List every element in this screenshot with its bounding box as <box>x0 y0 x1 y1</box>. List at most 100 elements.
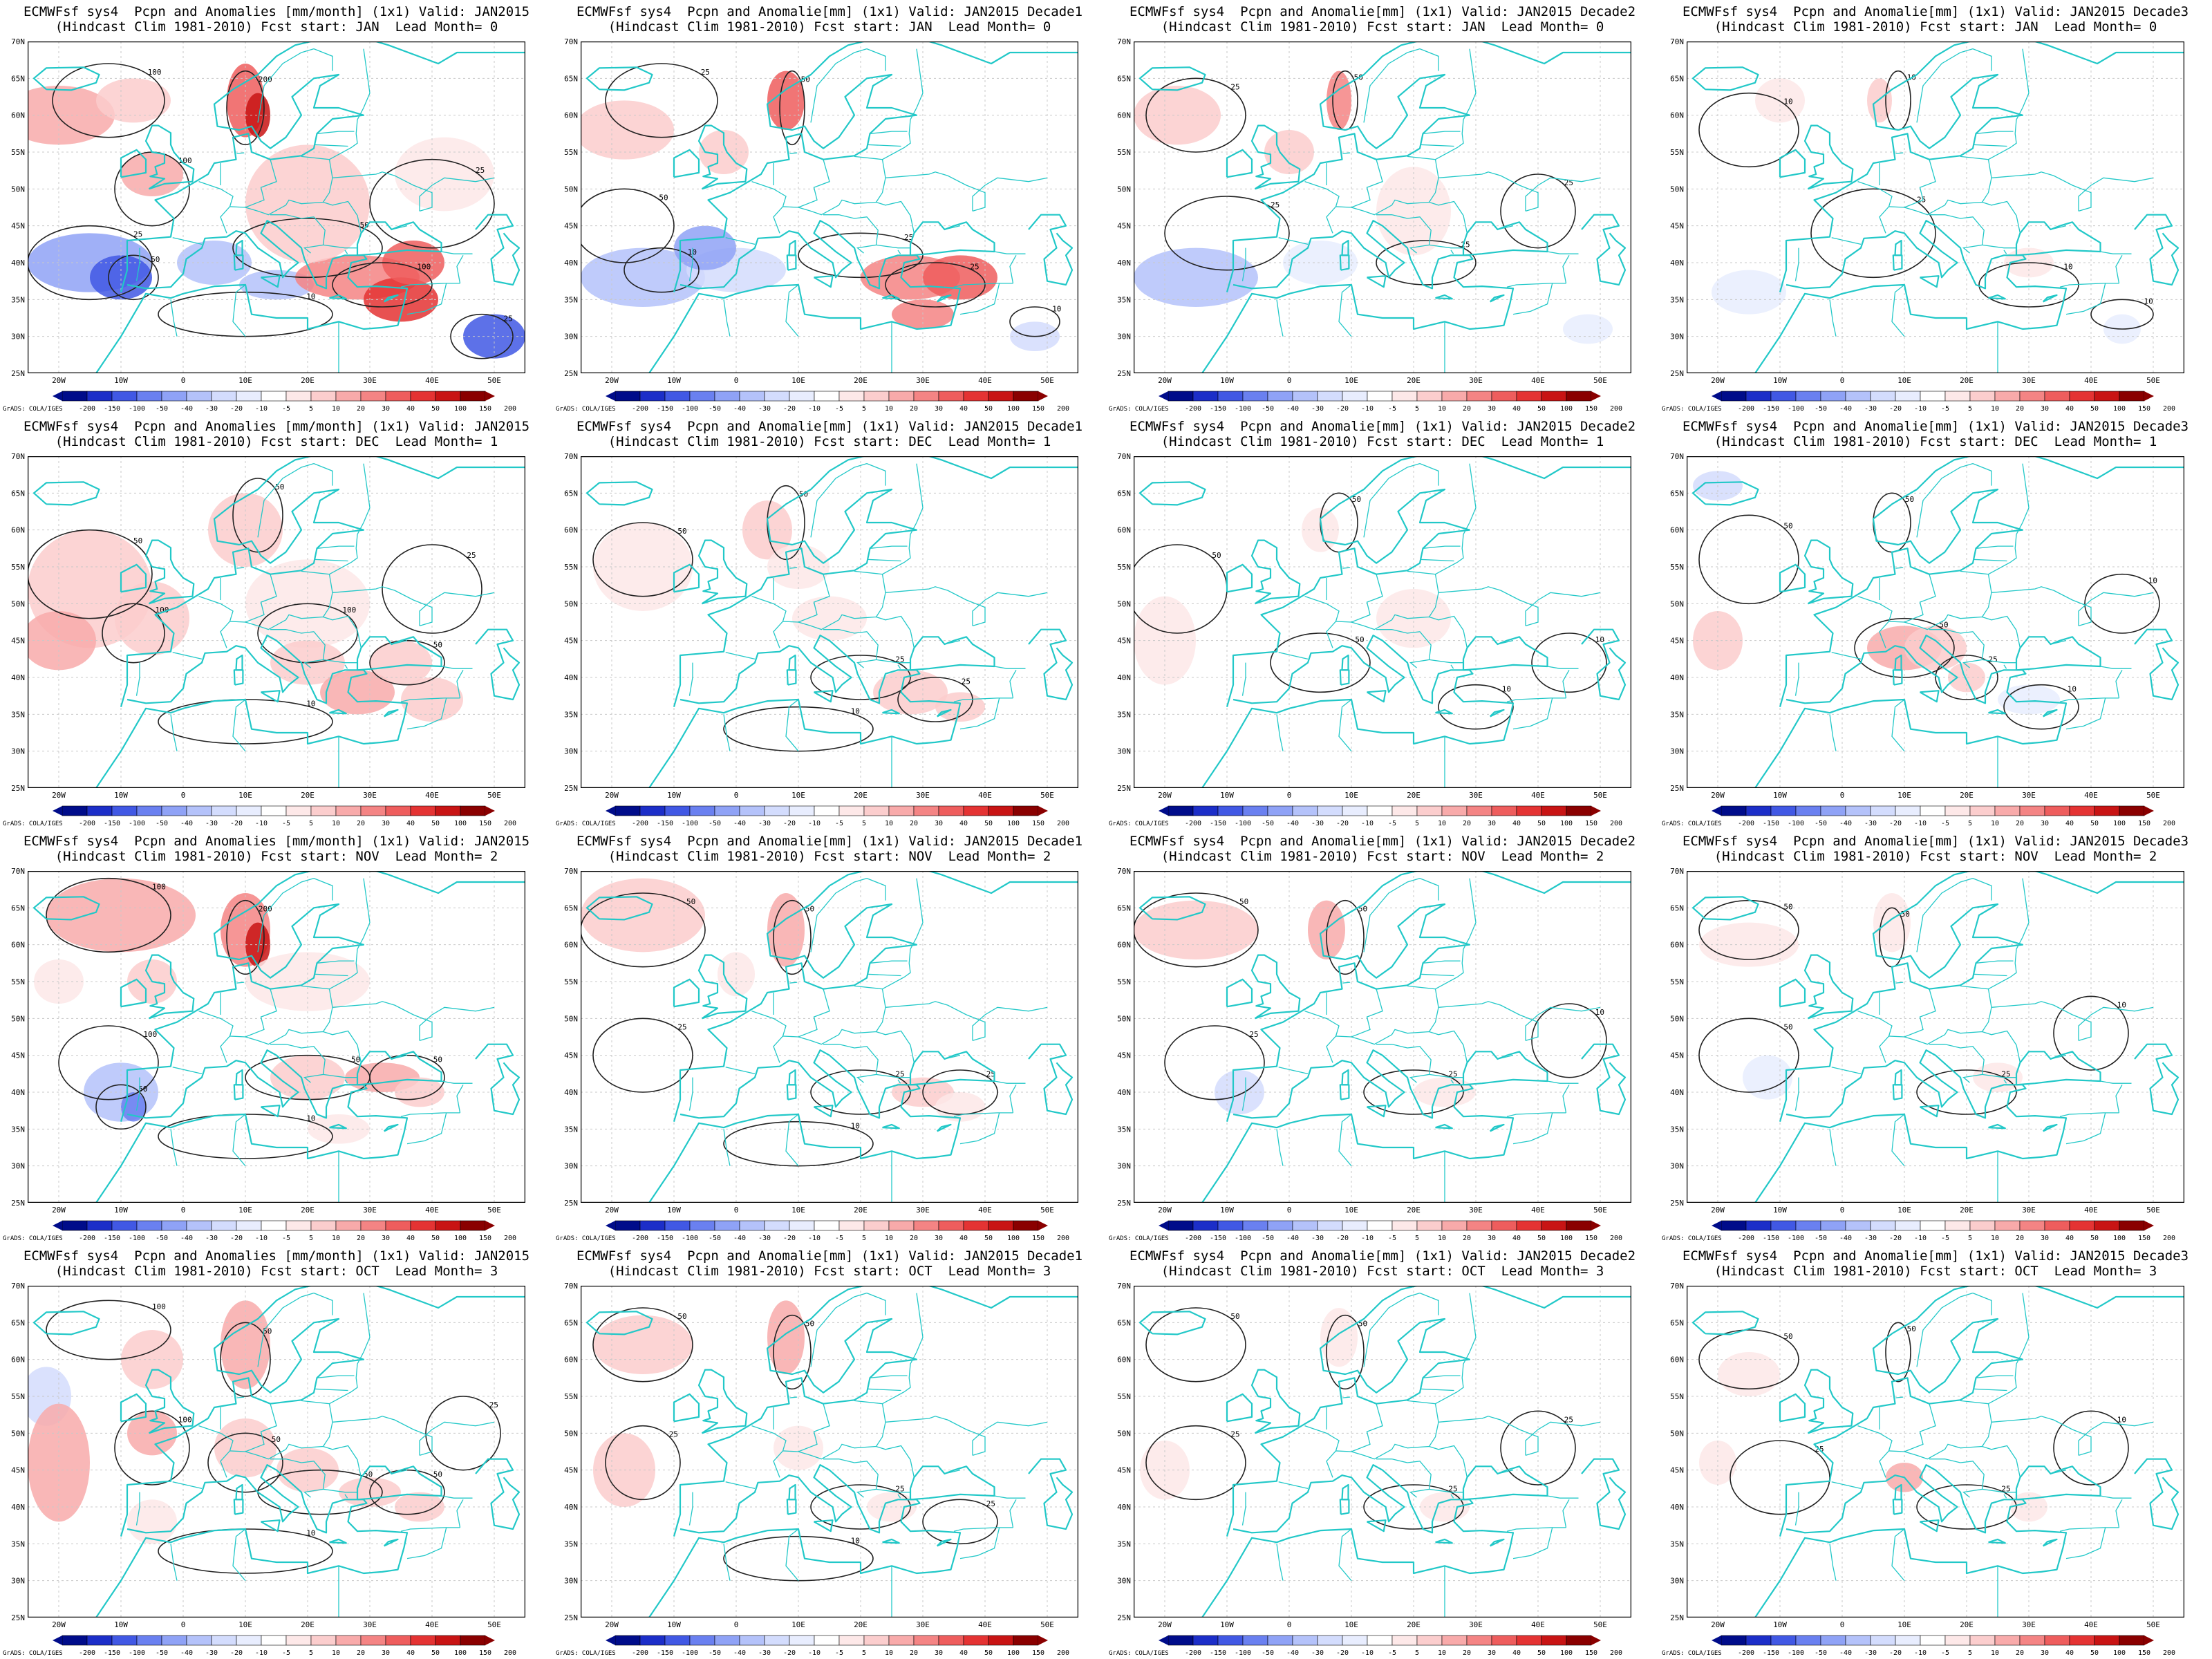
lon-tick-label: 40E <box>1531 1620 1545 1629</box>
colorbar-arrow-left <box>606 391 615 401</box>
country-border <box>441 666 473 669</box>
coastline <box>1988 294 2006 300</box>
forecast-panel: ECMWFsf sys4 Pcpn and Anomalie[mm] (1x1)… <box>1659 830 2212 1244</box>
colorbar-label: 20 <box>1463 1649 1471 1657</box>
colorbar-swatch <box>789 1220 815 1231</box>
country-border <box>1506 697 1566 702</box>
colorbar: -200 -150 -100 -50 -40 -30 -20 -10 -5 5 10 20 30 40 50… <box>3 1220 516 1242</box>
coastline <box>1919 275 1940 288</box>
panel-title-line2: (Hindcast Clim 1981-2010) Fcst start: JA… <box>1161 19 1604 35</box>
lat-tick-label: 40N <box>1117 1088 1131 1097</box>
lat-tick-label: 55N <box>564 977 578 986</box>
coastline <box>813 275 834 288</box>
country-border <box>232 1528 246 1582</box>
country-border <box>897 664 901 669</box>
country-border <box>317 960 355 964</box>
colorbar-swatch <box>1969 805 1996 816</box>
anomaly-patch <box>774 1425 823 1470</box>
country-border <box>419 1006 495 1041</box>
lat-tick-label: 50N <box>1670 1014 1684 1023</box>
colorbar-swatch <box>86 391 113 402</box>
country-border <box>323 1488 357 1493</box>
coastline <box>2015 636 2101 671</box>
country-border <box>1525 177 1601 212</box>
colorbar-label: 100 <box>1007 405 1020 413</box>
country-border <box>229 1403 277 1452</box>
colorbar-swatch <box>161 391 187 402</box>
contour-line <box>581 892 706 968</box>
country-border <box>1829 1129 1837 1166</box>
contour-line <box>1363 1069 1464 1115</box>
contour-line <box>1698 92 1799 168</box>
colorbar-label: -30 <box>1311 1235 1324 1242</box>
lat-tick-label: 45N <box>564 1051 578 1060</box>
colorbar-swatch <box>938 391 964 402</box>
country-border <box>1450 1494 1454 1499</box>
colorbar-label: -30 <box>1311 820 1324 827</box>
colorbar-label: -100 <box>129 820 145 827</box>
colorbar-label: 150 <box>1032 820 1044 827</box>
coastline <box>648 220 962 373</box>
colorbar-label: -200 <box>1185 1649 1201 1657</box>
contour-line <box>1145 1425 1246 1501</box>
coastline <box>786 669 797 686</box>
colorbar-swatch <box>62 1220 88 1231</box>
country-border <box>1376 629 1432 668</box>
colorbar-label: 30 <box>935 405 943 413</box>
contour-label: 50 <box>1939 620 1948 629</box>
colorbar-label: 20 <box>2016 820 2024 827</box>
country-border <box>870 131 908 134</box>
forecast-panel: ECMWFsf sys4 Pcpn and Anomalies [mm/mont… <box>0 1244 553 1659</box>
country-border <box>1991 171 2092 212</box>
colorbar-swatch <box>2069 1635 2095 1646</box>
colorbar-swatch <box>360 805 386 816</box>
lon-tick-label: 10W <box>114 791 128 800</box>
country-border <box>1463 1293 1477 1365</box>
lat-tick-label: 25N <box>11 1613 25 1622</box>
contour-line <box>810 1069 911 1115</box>
contour-line <box>592 1018 693 1093</box>
lat-tick-label: 60N <box>11 526 25 535</box>
coastlines <box>585 41 1078 373</box>
country-border <box>1794 247 1799 281</box>
country-border <box>866 973 901 977</box>
colorbar-label: -150 <box>1763 1649 1779 1657</box>
country-border <box>391 640 408 645</box>
colorbar-swatch <box>2094 391 2120 402</box>
country-border <box>1988 1364 2017 1405</box>
colorbar-label: 40 <box>959 820 968 827</box>
country-border <box>1972 1388 2007 1391</box>
country-border <box>172 652 203 659</box>
colorbar-label: -40 <box>733 1235 746 1242</box>
coastline <box>1691 896 1759 921</box>
country-border <box>313 144 348 147</box>
colorbar-swatch <box>1441 1220 1468 1231</box>
colorbar-swatch <box>1944 805 1971 816</box>
colorbar-label: -5 <box>282 1235 290 1242</box>
coastline <box>120 871 525 1122</box>
lon-tick-label: 40E <box>1531 791 1545 800</box>
contour-label: 100 <box>152 1302 166 1311</box>
lon-tick-label: 10E <box>791 1620 805 1629</box>
country-border <box>994 1080 1026 1084</box>
country-border <box>723 1129 731 1166</box>
contour-label: 25 <box>962 677 971 686</box>
contour-label: 50 <box>686 897 695 906</box>
country-border <box>229 574 277 623</box>
anomaly-patch <box>90 255 152 300</box>
country-border <box>1419 1293 1439 1315</box>
anomaly-patch <box>1134 900 1258 959</box>
colorbar-arrow-right <box>2144 806 2154 816</box>
coastline <box>1919 1105 1940 1118</box>
colorbar-label: 50 <box>1537 820 1546 827</box>
country-border <box>688 247 693 281</box>
colorbar-swatch <box>1541 1220 1567 1231</box>
colorbar-swatch <box>739 391 765 402</box>
colorbar-swatch <box>1013 1220 1039 1231</box>
colorbar-label: -50 <box>1815 1235 1827 1242</box>
colorbar-arrow-left <box>1712 391 1721 401</box>
lat-tick-label: 35N <box>1117 1125 1131 1134</box>
colorbar-swatch <box>913 1220 939 1231</box>
lon-tick-label: 20W <box>52 1206 66 1215</box>
coastline <box>1892 1499 1903 1515</box>
